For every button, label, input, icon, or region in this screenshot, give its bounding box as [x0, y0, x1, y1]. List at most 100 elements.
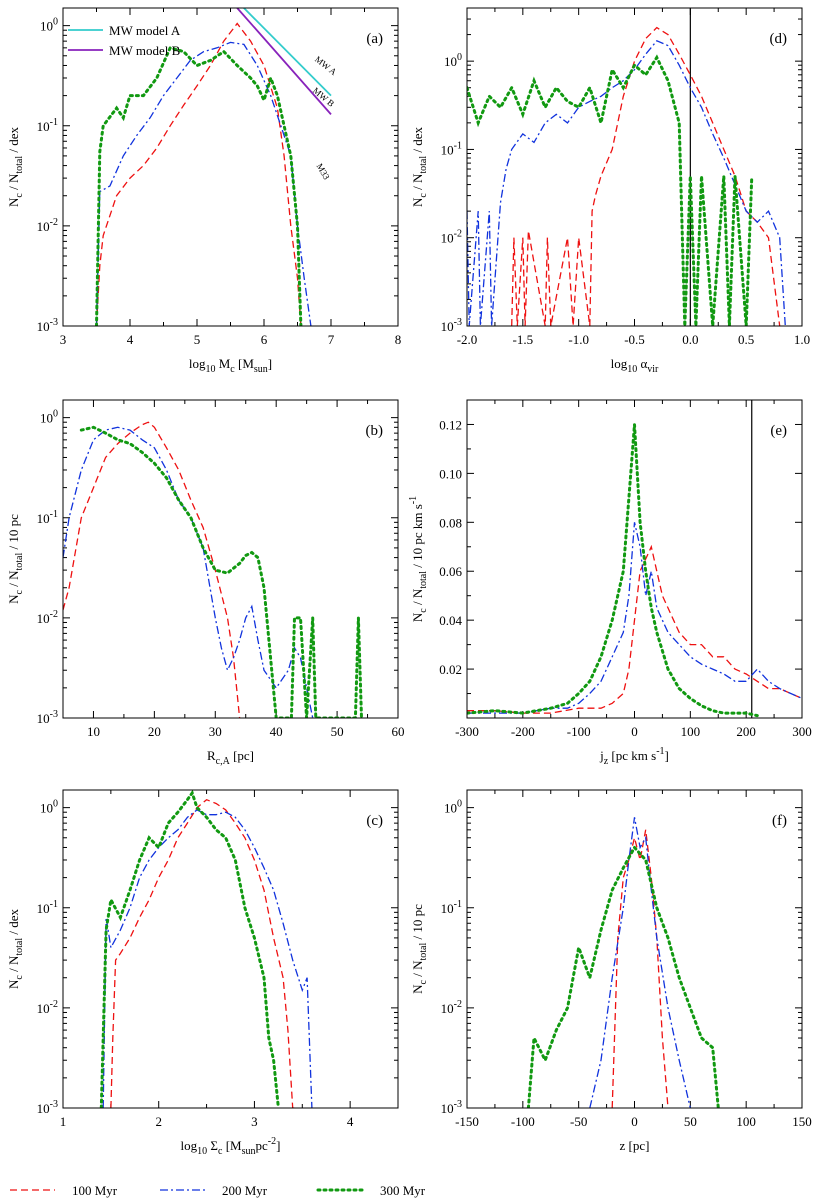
x-tick-label: 3	[251, 1114, 258, 1129]
x-tick-label: 0	[631, 724, 638, 739]
y-tick-label: 100	[40, 799, 58, 816]
x-tick-label: -100	[567, 724, 591, 739]
x-tick-label: -300	[455, 724, 479, 739]
x-tick-label: 1.0	[794, 332, 810, 347]
y-tick-label: 0.04	[439, 613, 462, 628]
panel-label: (c)	[366, 813, 383, 829]
series-line-100-myr	[95, 22, 302, 326]
series-line-200-myr	[467, 522, 802, 714]
series-line-300-myr	[99, 790, 280, 1108]
x-tick-label: 0	[631, 1114, 638, 1129]
x-tick-label: -1.0	[568, 332, 589, 347]
x-tick-label: -1.5	[513, 332, 534, 347]
x-tick-label: 7	[328, 332, 335, 347]
plot-frame	[62, 7, 399, 327]
plot-frame	[466, 7, 803, 327]
x-tick-label: -50	[570, 1114, 587, 1129]
y-tick-label: 10-3	[441, 1099, 462, 1116]
series-line-300-myr	[95, 46, 303, 326]
y-axis-label: Nc​ / Ntotal​ / dex	[6, 909, 25, 990]
y-tick-label: 10-2	[441, 999, 462, 1016]
y-axis-label: Nc​ / Ntotal​ / 10 pc km s-1​	[408, 496, 429, 622]
y-axis-label: Nc​ / Ntotal​ / dex	[410, 127, 429, 208]
x-tick-label: 0.5	[738, 332, 754, 347]
x-axis-label: Rc,A​ [pc]	[207, 748, 254, 767]
x-tick-label: 2	[155, 1114, 162, 1129]
x-axis-label: z [pc]	[620, 1138, 650, 1153]
x-tick-label: 100	[681, 724, 701, 739]
x-tick-label: 6	[261, 332, 268, 347]
y-tick-label: 10-2	[441, 229, 462, 246]
series-line-200-myr	[95, 41, 312, 326]
y-tick-label: 10-2	[37, 609, 58, 626]
x-tick-label: -0.5	[624, 332, 645, 347]
y-tick-label: 0.06	[439, 564, 462, 579]
y-tick-label: 0.02	[439, 662, 462, 677]
x-tick-label: 150	[792, 1114, 812, 1129]
panel-e: -300 -200 -100 0 100 200 300 0.02 0.04 0.06 0.08 0.…	[408, 399, 812, 767]
plot-frame	[466, 399, 803, 719]
series-line-300-myr	[79, 425, 363, 718]
x-axis-label: log10​ Mc​ [Msun​]	[189, 356, 272, 375]
plot-frame	[62, 399, 399, 719]
series-line-200-myr	[63, 426, 316, 718]
series-line-100-myr	[511, 26, 781, 326]
x-axis-label: log10​ Σc​ [Msun​pc-2​]	[181, 1136, 281, 1157]
legend-label: 300 Myr	[380, 1183, 426, 1198]
y-axis-label: Nc​ / Ntotal​ / 10 pc	[6, 514, 25, 604]
y-tick-label: 10-1	[441, 899, 462, 916]
x-axis-label: log10​ αvir​	[611, 356, 659, 375]
x-tick-label: 5	[194, 332, 201, 347]
series-line-200-myr	[589, 817, 691, 1108]
y-tick-label: 0.12	[439, 417, 462, 432]
x-tick-label: 50	[331, 724, 344, 739]
y-axis-label: Nc​ / Ntotal​ / 10 pc	[410, 904, 429, 994]
y-tick-label: 100	[444, 799, 462, 816]
x-tick-label: -200	[511, 724, 535, 739]
y-tick-label: 0.08	[439, 515, 462, 530]
y-tick-label: 100	[40, 17, 58, 34]
x-tick-label: 30	[209, 724, 222, 739]
y-tick-label: 10-3	[37, 1099, 58, 1116]
legend-label: 100 Myr	[72, 1183, 118, 1198]
series-line-100-myr	[110, 798, 298, 1108]
y-tick-label: 10-1	[37, 509, 58, 526]
x-tick-label: 1	[60, 1114, 67, 1129]
panel-f: -150 -100 -50 0 50 100 150 10-3 10-2 10-1 100 (f) Nc…	[410, 789, 812, 1153]
plot-frame	[466, 789, 803, 1109]
series-line-300-myr	[526, 844, 720, 1108]
x-tick-label: 10	[87, 724, 100, 739]
y-tick-label: 10-3	[37, 709, 58, 726]
y-axis-label: Nc​ / Ntotal​ / dex	[6, 127, 25, 208]
x-tick-label: 20	[148, 724, 161, 739]
legend-label: 200 Myr	[222, 1183, 268, 1198]
series-line-100-myr	[467, 544, 802, 714]
y-tick-label: 10-3	[37, 317, 58, 334]
series-line-100-myr	[611, 829, 669, 1108]
panel-label: (f)	[772, 813, 787, 829]
panel-c: 1 2 3 4 10-3 10-2 10-1 100 (c) Nc​ / Ntotal​ / de…	[6, 789, 399, 1157]
x-tick-label: 300	[792, 724, 812, 739]
ref-line-mw-a	[243, 8, 332, 97]
ref-line-mw-b	[236, 8, 332, 115]
panel-a: 3 4 5 6 7 8 10-3 10-2 10-1 100 (a) Nc​ / Ntotal​ / …	[6, 7, 401, 375]
x-tick-label: 50	[684, 1114, 697, 1129]
y-tick-label: 10-2	[37, 217, 58, 234]
series-line-100-myr	[63, 421, 241, 718]
series-line-300-myr	[467, 54, 754, 326]
y-tick-label: 10-1	[441, 140, 462, 157]
y-tick-label: 100	[40, 409, 58, 426]
x-axis-label: jz​ [pc km s-1​]	[599, 746, 669, 767]
series-legend: 100 Myr 200 Myr 300 Myr	[10, 1183, 426, 1198]
x-tick-label: -100	[511, 1114, 535, 1129]
series-line-300-myr	[467, 424, 759, 718]
annotation-m33: M33	[315, 162, 332, 182]
annotation-mw-a: MW A	[313, 54, 339, 77]
y-tick-label: 10-2	[37, 999, 58, 1016]
y-tick-label: 10-1	[37, 899, 58, 916]
y-tick-label: 10-1	[37, 117, 58, 134]
y-tick-label: 0.10	[439, 466, 462, 481]
panel-d: -2.0 -1.5 -1.0 -0.5 0.0 0.5 1.0 10-3 10-2 10-1 100…	[410, 7, 810, 375]
x-tick-label: 0.0	[682, 332, 698, 347]
